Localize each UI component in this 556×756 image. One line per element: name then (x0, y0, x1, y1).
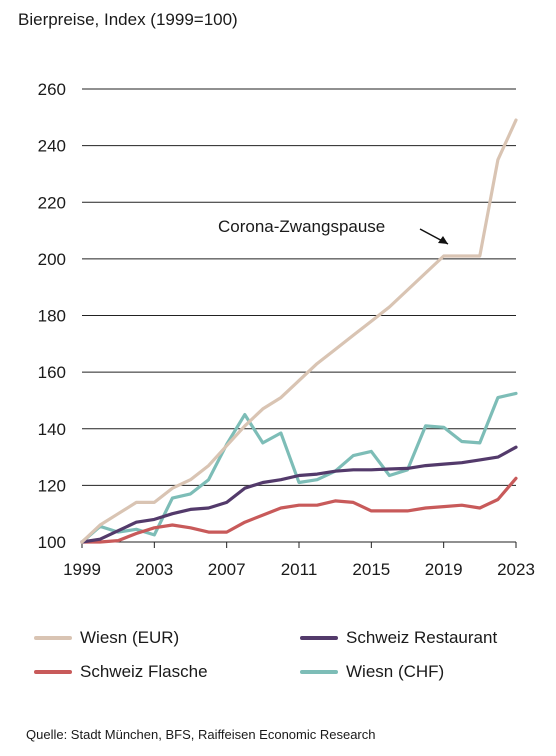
y-tick-label: 140 (38, 420, 66, 439)
annotation-arrowhead (438, 236, 448, 244)
annotations: Corona-Zwangspause (218, 217, 449, 245)
legend-label: Schweiz Restaurant (346, 628, 498, 647)
legend-label: Wiesn (CHF) (346, 662, 445, 681)
series-lines (80, 118, 518, 544)
series-line-wiesn-eur (80, 118, 518, 544)
x-tick-label: 1999 (63, 560, 101, 579)
legend-label: Wiesn (EUR) (80, 628, 180, 647)
y-tick-label: 160 (38, 363, 66, 382)
legend-item-schweiz-restaurant: Schweiz Restaurant (300, 628, 497, 648)
legend-swatch (300, 670, 338, 674)
legend-swatch (300, 636, 338, 640)
x-tick-label: 2007 (208, 560, 246, 579)
series-line-schweiz-flasche (80, 476, 518, 544)
legend-item-schweiz-flasche: Schweiz Flasche (34, 662, 208, 682)
y-tick-label: 100 (38, 533, 66, 552)
annotation-label: Corona-Zwangspause (218, 217, 385, 236)
y-tick-label: 260 (38, 80, 66, 99)
line-chart: 100 120 140 160 180 200 220 240 260 1999 2003 2007… (38, 80, 535, 579)
chart-title: Bierpreise, Index (1999=100) (18, 10, 238, 29)
y-axis-ticks: 100 120 140 160 180 200 220 240 260 (38, 80, 66, 552)
x-tick-label: 2019 (425, 560, 463, 579)
x-tick-label: 2023 (497, 560, 535, 579)
y-tick-label: 120 (38, 476, 66, 495)
y-tick-label: 180 (38, 307, 66, 326)
legend-swatch (34, 670, 72, 674)
source-note: Quelle: Stadt München, BFS, Raiffeisen E… (26, 727, 376, 742)
y-tick-label: 200 (38, 250, 66, 269)
series-line-schweiz-restaurant (80, 445, 518, 544)
x-tick-label: 2015 (352, 560, 390, 579)
legend-item-wiesn-eur: Wiesn (EUR) (34, 628, 179, 648)
y-tick-label: 220 (38, 193, 66, 212)
legend-item-wiesn-chf: Wiesn (CHF) (300, 662, 444, 682)
x-axis-ticks: 1999 2003 2007 2011 2015 2019 2023 (63, 542, 535, 579)
series-line-wiesn-chf (80, 391, 518, 544)
y-tick-label: 240 (38, 137, 66, 156)
legend-swatch (34, 636, 72, 640)
legend-label: Schweiz Flasche (80, 662, 208, 681)
x-tick-label: 2011 (281, 560, 318, 579)
x-tick-label: 2003 (135, 560, 173, 579)
